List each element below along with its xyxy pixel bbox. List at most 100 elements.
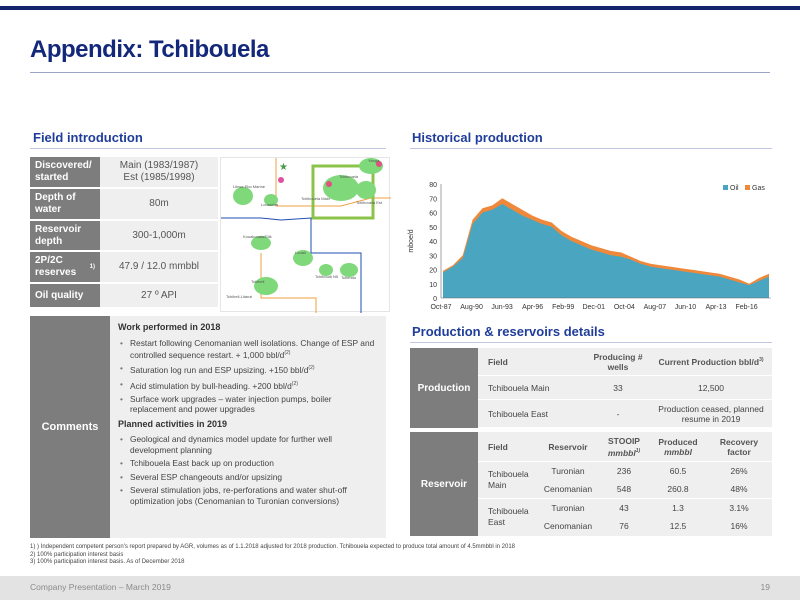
table-row: Tchibouela Main 33 12,500 xyxy=(478,376,772,400)
field-marker xyxy=(326,181,332,187)
comments-label: Comments xyxy=(30,316,110,538)
header-produced-text: Produced xyxy=(658,436,698,447)
field-value: Main (1983/1987) Est (1985/1998) xyxy=(100,157,218,187)
work-2018-list: Restart following Cenomanian well isolat… xyxy=(118,338,378,415)
y-tick-label: 50 xyxy=(429,225,437,232)
field-row-discovered: Discovered/ started Main (1983/1987) Est… xyxy=(30,157,218,189)
header-produced: Produced mmbbl xyxy=(650,437,706,457)
list-item: Several stimulation jobs, re-perforation… xyxy=(118,485,378,506)
cell-recovery: 3.1% xyxy=(729,503,749,513)
list-item: Saturation log run and ESP upsizing. +15… xyxy=(118,363,378,375)
tchibeli-field xyxy=(254,277,278,295)
cell-reservoir: Turonian xyxy=(551,466,585,476)
table-row: Turonian 43 1.3 3.1% xyxy=(538,499,772,517)
field-intro-rule xyxy=(30,148,386,149)
y-tick-label: 10 xyxy=(429,282,437,289)
louali-field xyxy=(293,250,313,266)
reservoir-header-row: Field Reservoir STOOIP mmbbl1) Produced mm… xyxy=(478,432,772,462)
field-label: Oil quality xyxy=(30,284,100,307)
legend-swatch-oil xyxy=(723,185,728,190)
map-label: Tchibeli xyxy=(251,279,264,284)
kouakouala-field xyxy=(251,236,271,250)
footer-text: Company Presentation – March 2019 xyxy=(30,582,171,592)
cell-wells: 33 xyxy=(613,382,623,393)
production-chart: 0 10 20 30 40 50 60 70 80 mboe/d Oct-87 Aug-90 Jun-9… xyxy=(405,176,785,316)
list-item-sup: (2) xyxy=(308,365,315,372)
map-label: Tchendo xyxy=(341,275,357,280)
header-field: Field xyxy=(488,356,508,367)
block-boundary xyxy=(221,217,362,313)
cell-field: Tchibouela Main xyxy=(488,382,550,393)
cell-reservoir: Cenomanian xyxy=(543,521,593,531)
cell-reservoir: Cenomanian xyxy=(543,484,593,494)
concession-line xyxy=(275,158,391,207)
map-label: Louali xyxy=(295,250,306,255)
map-label: Kouakouala/Elik xyxy=(243,234,272,239)
x-tick-label: Oct-87 xyxy=(430,304,451,311)
map-label: Yanga xyxy=(368,158,380,163)
list-item-text: Restart following Cenomanian well isolat… xyxy=(130,337,375,360)
cell-reservoir: Turonian xyxy=(551,503,585,513)
cell-produced: 12.5 xyxy=(669,521,687,531)
cell-recovery: 26% xyxy=(730,466,748,476)
field-value: 300-1,000m xyxy=(100,221,218,250)
map-label: Tchiboudi N5 xyxy=(315,274,339,279)
cell-field: Tchibouela East xyxy=(488,506,529,527)
header-stooip: STOOIP mmbbl1) xyxy=(598,436,650,458)
loussima-field xyxy=(264,194,278,206)
header-current-sup: 3) xyxy=(759,356,764,363)
map-label: Tchibouela Main xyxy=(301,196,330,201)
production-block: Production Field Producing # wells Curre… xyxy=(410,348,772,428)
header-stooip-sup: 1) xyxy=(635,447,641,454)
y-tick-label: 0 xyxy=(433,296,437,303)
legend-label-gas: Gas xyxy=(752,185,765,192)
footnotes: 1) ) Independent competent person's repo… xyxy=(30,544,515,567)
cell-field: Tchibouela East xyxy=(488,408,549,419)
x-tick-label: Feb-99 xyxy=(552,304,574,311)
footnote: 1) ) Independent competent person's repo… xyxy=(30,544,516,550)
table-row: Turonian 236 60.5 26% xyxy=(538,462,772,480)
map-label: Tchibeli-Litanzi xyxy=(226,294,252,299)
cell-recovery: 16% xyxy=(730,521,748,531)
y-tick-label: 70 xyxy=(429,196,437,203)
tchiboudi-field xyxy=(319,264,333,276)
table-row: Cenomanian 76 12.5 16% xyxy=(538,517,772,535)
libwa-field xyxy=(233,187,253,205)
x-tick-label: Jun-93 xyxy=(491,304,513,311)
header-stooip-unit: mmbbl1) xyxy=(598,446,650,457)
field-label: Depth of water xyxy=(30,189,100,219)
list-item: Acid stimulation by bull-heading. +200 b… xyxy=(118,379,378,391)
table-row: Cenomanian 548 260.8 48% xyxy=(538,480,772,498)
production-reservoir-table: Production Field Producing # wells Curre… xyxy=(410,348,772,536)
map-label: Loussima xyxy=(261,202,279,207)
group-rows: Turonian 43 1.3 3.1% Cenomanian 76 12.5 … xyxy=(538,499,772,535)
field-intro-heading: Field introduction xyxy=(33,130,143,145)
comments-block: Comments Work performed in 2018 Restart … xyxy=(30,316,386,538)
x-tick-label: Oct-04 xyxy=(614,304,635,311)
yanga-marker xyxy=(376,161,382,167)
production-header-row: Field Producing # wells Current Producti… xyxy=(478,348,772,376)
page-number: 19 xyxy=(760,582,770,592)
cell-stooip: 76 xyxy=(619,521,629,531)
list-item-text: Surface work upgrades – water injection … xyxy=(130,393,332,415)
map-label: Libwa Ebo Marine xyxy=(233,184,266,189)
header-current: Current Production bbl/d3) xyxy=(650,357,772,367)
cell-current: Production ceased, planned resume in 201… xyxy=(658,403,764,424)
x-tick-label: Apr-96 xyxy=(522,304,543,311)
cell-stooip: 43 xyxy=(619,503,629,513)
oil-area-series xyxy=(443,203,769,298)
production-rows: Field Producing # wells Current Producti… xyxy=(478,348,772,428)
field-label: Reservoir depth xyxy=(30,221,100,250)
header-stooip-text: STOOIP xyxy=(608,435,640,446)
planned-2019-list: Geological and dynamics model update for… xyxy=(118,434,378,506)
legend-label-oil: Oil xyxy=(730,185,739,192)
star-icon: ★ xyxy=(279,162,288,173)
cell-recovery: 48% xyxy=(730,484,748,494)
reservoir-rows: Field Reservoir STOOIP mmbbl1) Produced mm… xyxy=(478,432,772,536)
list-item-text: Acid stimulation by bull-heading. +200 b… xyxy=(130,380,292,391)
list-item: Restart following Cenomanian well isolat… xyxy=(118,338,378,361)
y-tick-label: 30 xyxy=(429,253,437,260)
work-2018-heading: Work performed in 2018 xyxy=(118,322,221,332)
historical-heading: Historical production xyxy=(412,130,543,145)
header-recovery: Recovery factor xyxy=(719,436,759,457)
